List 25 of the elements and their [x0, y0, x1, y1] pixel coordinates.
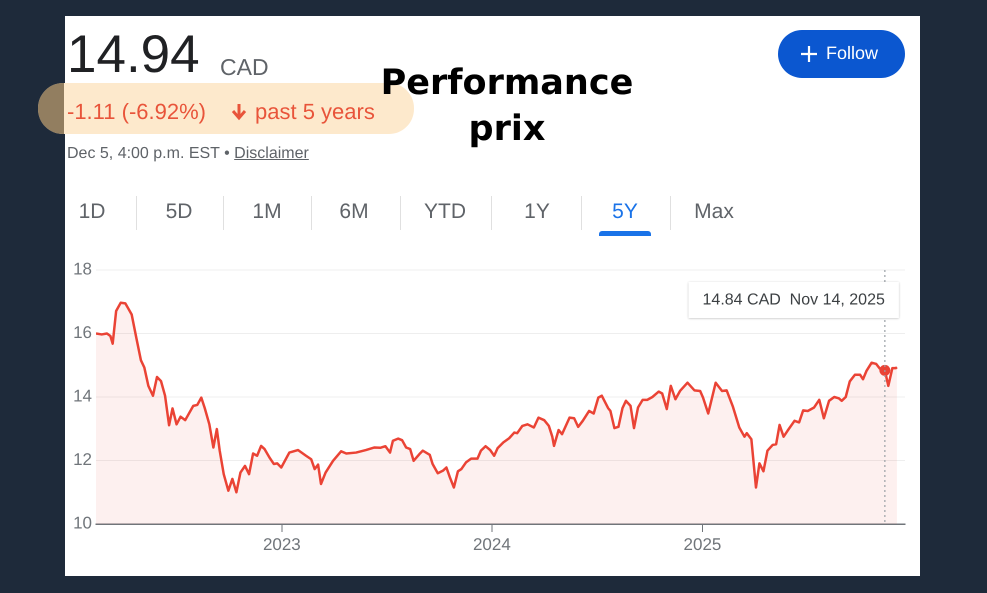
text: YTD — [423, 200, 467, 224]
text: 14.94 — [67, 24, 200, 85]
text: Dec 5, 4:00 p.m. EST • — [67, 145, 230, 162]
text: 5D — [164, 200, 194, 224]
text: 1M — [251, 200, 283, 224]
text: 1Y — [523, 200, 551, 224]
x-tick-label: 2024 — [472, 534, 511, 554]
text: 6M — [338, 200, 370, 224]
chart-title: Performance prix — [380, 63, 634, 149]
x-tick-label: 2023 — [262, 534, 301, 554]
text: Follow — [826, 43, 878, 64]
text: 1D — [78, 200, 106, 224]
y-tick-label: 10 — [73, 514, 92, 533]
x-tick-label: 2025 — [684, 534, 722, 554]
text: CAD — [220, 54, 269, 81]
text: past 5 years — [255, 99, 375, 125]
text: -1.11 (-6.92%) — [67, 99, 206, 125]
y-tick-label: 16 — [73, 323, 92, 342]
text: Disclaimer — [234, 145, 309, 162]
y-tick-label: 12 — [73, 450, 92, 470]
text: Max — [693, 200, 735, 224]
annotation: 14.84 CAD Nov 14, 2025 — [702, 291, 885, 308]
y-tick-label: 18 — [73, 260, 92, 279]
text: 5Y — [611, 200, 639, 224]
y-tick-label: 14 — [73, 386, 92, 406]
